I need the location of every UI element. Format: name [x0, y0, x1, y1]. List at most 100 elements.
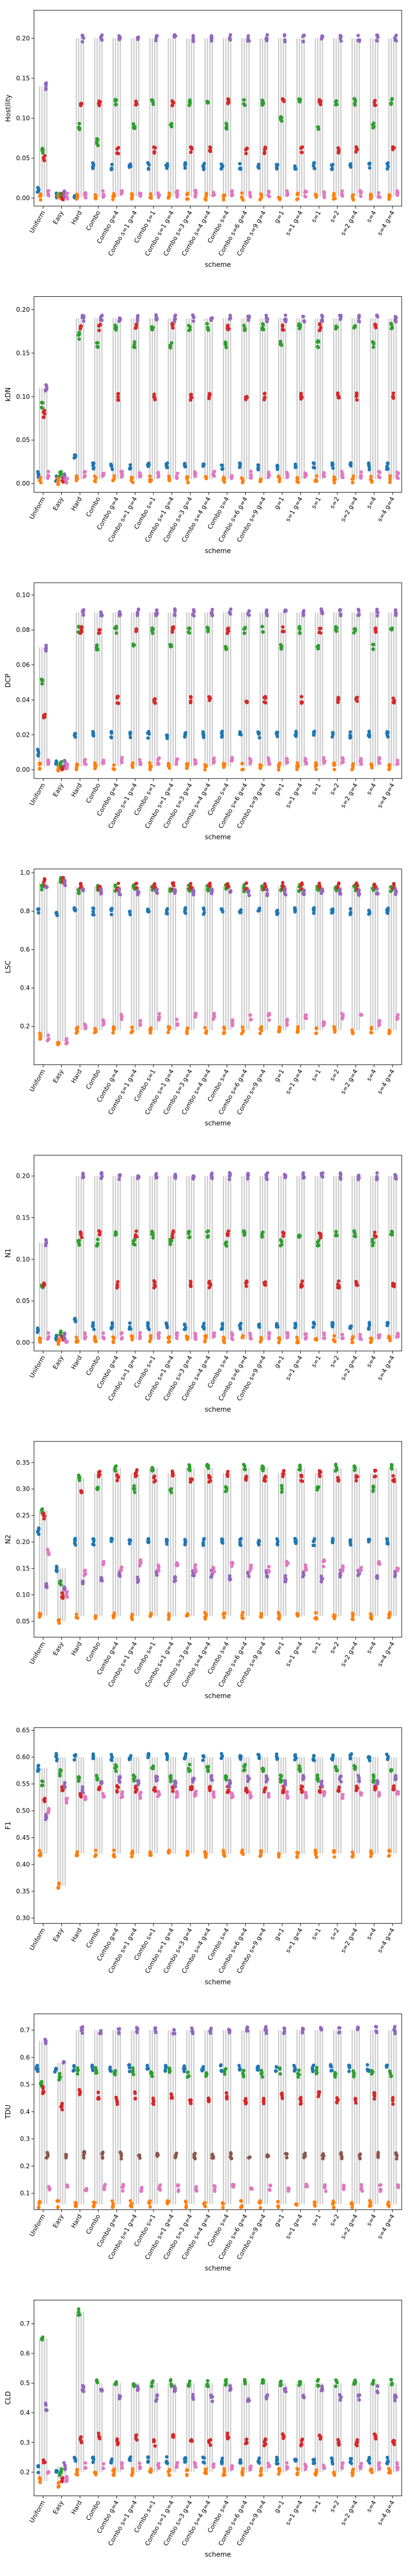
data-point	[276, 911, 280, 915]
data-point	[188, 398, 193, 402]
data-point	[150, 327, 154, 330]
data-point	[238, 732, 243, 736]
data-point	[173, 888, 176, 892]
data-point	[337, 1279, 340, 1283]
data-point	[78, 327, 82, 331]
data-point	[75, 474, 79, 478]
data-point	[285, 192, 289, 195]
data-point	[79, 629, 83, 632]
x-tick-label: s=2 g=4	[339, 1068, 359, 1095]
data-point	[156, 471, 160, 475]
data-point	[245, 881, 248, 885]
data-point	[224, 647, 228, 651]
data-point	[300, 701, 303, 705]
data-point	[320, 313, 324, 317]
data-point	[113, 1766, 117, 1770]
data-point	[371, 1773, 375, 1777]
data-point	[80, 33, 84, 37]
data-point	[183, 910, 187, 914]
data-point	[193, 474, 197, 478]
axes-frame	[33, 1155, 402, 1351]
data-point	[81, 608, 85, 613]
data-point	[55, 1569, 59, 1573]
data-point	[74, 1319, 78, 1324]
data-point	[112, 1853, 116, 1857]
data-point	[183, 463, 186, 467]
data-point	[367, 463, 371, 467]
data-point	[167, 191, 171, 195]
data-point	[114, 631, 118, 635]
data-point	[57, 769, 60, 773]
data-point	[338, 1777, 341, 1781]
data-point	[301, 314, 305, 318]
data-point	[175, 195, 179, 199]
data-point	[296, 1614, 300, 1618]
y-tick-label: 0.05	[16, 1618, 30, 1625]
y-tick-label: 0.4	[20, 985, 30, 992]
subplot-n2: 0.05 0.10 0.15 0.20 0.25 0.30 0.35 Uniform Easy H…	[5, 1441, 402, 1700]
data-point	[99, 887, 103, 891]
data-point	[367, 912, 371, 916]
data-point	[157, 756, 161, 760]
data-point	[157, 1016, 161, 1020]
data-point	[146, 463, 150, 467]
data-point	[368, 1322, 371, 1326]
data-point	[341, 757, 345, 761]
data-point	[248, 191, 252, 195]
data-point	[247, 318, 251, 322]
data-point	[189, 695, 193, 699]
x-tick-label: g=1	[273, 210, 286, 225]
data-point	[135, 611, 140, 615]
data-point	[118, 1780, 122, 1784]
y-tick-label: 0.20	[16, 35, 30, 42]
data-point	[320, 318, 324, 322]
data-point	[312, 733, 316, 737]
data-point	[393, 892, 398, 896]
data-point	[226, 1233, 230, 1238]
data-point	[167, 195, 171, 199]
data-point	[349, 1755, 352, 1759]
data-point	[224, 343, 228, 347]
data-point	[170, 628, 175, 632]
x-tick-label: s=1 g=4	[284, 782, 304, 809]
data-point	[240, 768, 244, 772]
data-point	[212, 1566, 216, 1570]
data-point	[75, 1853, 79, 1857]
x-tick-label: s=4 g=4	[376, 1068, 396, 1095]
x-tick-label: Easy	[52, 210, 65, 226]
data-point	[189, 885, 193, 889]
data-point	[194, 762, 197, 766]
data-point	[246, 1177, 250, 1181]
data-point	[75, 196, 79, 200]
data-point	[298, 1463, 302, 1467]
data-point	[175, 1018, 179, 1022]
data-point	[263, 1283, 267, 1287]
data-point	[97, 631, 101, 635]
data-point	[44, 383, 48, 387]
data-point	[281, 1230, 285, 1234]
data-point	[97, 99, 101, 103]
data-point	[367, 1540, 371, 1544]
data-point	[138, 1022, 142, 1026]
data-point	[84, 196, 88, 200]
data-point	[356, 614, 360, 617]
data-point	[46, 193, 50, 197]
data-point	[296, 1025, 300, 1029]
data-point	[135, 886, 139, 890]
data-point	[339, 1177, 343, 1181]
data-point	[283, 313, 287, 317]
data-point	[116, 1476, 121, 1480]
data-point	[222, 1854, 227, 1858]
data-point	[44, 643, 48, 648]
data-point	[78, 1476, 82, 1480]
x-tick-label: s=2	[329, 1354, 341, 1369]
data-point	[135, 1468, 139, 1472]
data-point	[355, 696, 358, 700]
data-point	[359, 760, 363, 764]
data-point	[113, 99, 117, 103]
data-point	[341, 1013, 345, 1016]
data-point	[154, 1774, 158, 1778]
data-point	[264, 701, 267, 705]
data-point	[340, 469, 344, 473]
data-point	[332, 1849, 336, 1853]
